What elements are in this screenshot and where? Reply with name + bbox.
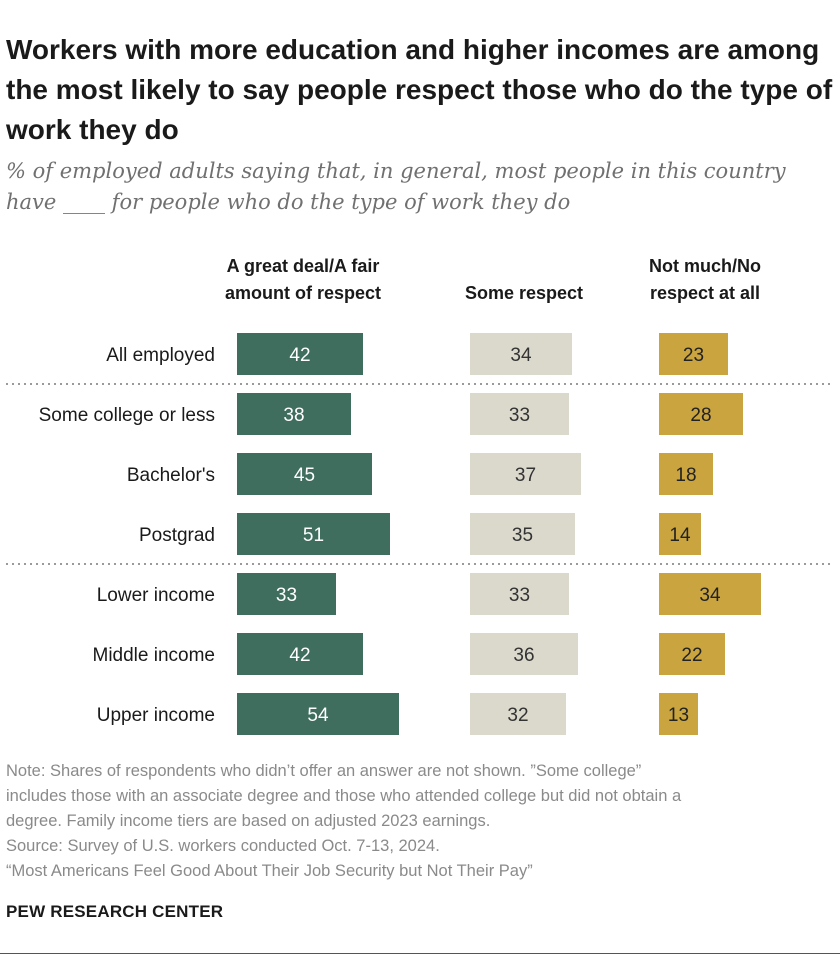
- notes-block: Note: Shares of respondents who didn’t o…: [6, 759, 838, 884]
- row-label: Some college or less: [39, 405, 215, 426]
- bar-value-label: 18: [675, 465, 696, 486]
- row-label: All employed: [106, 345, 215, 366]
- bar-value-label: 32: [507, 705, 528, 726]
- bar-value-label: 33: [276, 585, 297, 606]
- row-label: Postgrad: [139, 525, 215, 546]
- bar: [237, 513, 390, 555]
- chart-subtitle: % of employed adults saying that, in gen…: [6, 156, 826, 218]
- column-header: Some respect: [465, 283, 583, 303]
- column-header: Not much/No: [649, 256, 761, 276]
- note-line: degree. Family income tiers are based on…: [6, 812, 491, 830]
- bar-value-label: 22: [681, 645, 702, 666]
- pew-logo-text: PEW RESEARCH CENTER: [6, 902, 224, 921]
- note-line: includes those with an associate degree …: [6, 787, 682, 805]
- bar-value-label: 36: [513, 645, 534, 666]
- bar: [470, 513, 575, 555]
- bar: [470, 453, 581, 495]
- bar-value-label: 42: [289, 645, 310, 666]
- bar: [470, 633, 578, 675]
- bar: [659, 393, 743, 435]
- bar: [659, 693, 698, 735]
- bar-value-label: 23: [683, 345, 704, 366]
- bar-value-label: 33: [509, 585, 530, 606]
- bar-value-label: 33: [509, 405, 530, 426]
- bar-value-label: 34: [510, 345, 532, 366]
- bar: [470, 573, 569, 615]
- row-label: Lower income: [97, 585, 215, 606]
- bar-value-label: 45: [294, 465, 315, 486]
- bar: [659, 573, 761, 615]
- bar: [470, 393, 569, 435]
- footer-rule: [0, 953, 840, 954]
- row-label: Upper income: [97, 705, 215, 726]
- bar-value-label: 35: [512, 525, 533, 546]
- chart-title: Workers with more education and higher i…: [6, 34, 833, 145]
- bar: [470, 333, 572, 375]
- bar: [237, 453, 372, 495]
- note-line: Note: Shares of respondents who didn’t o…: [6, 762, 642, 780]
- bar-value-label: 28: [690, 405, 711, 426]
- bar: [237, 573, 336, 615]
- bar-value-label: 42: [289, 345, 310, 366]
- report-title-line: “Most Americans Feel Good About Their Jo…: [6, 862, 533, 880]
- bar-value-label: 38: [283, 405, 304, 426]
- subtitle-line: % of employed adults saying that, in gen…: [6, 159, 786, 183]
- bar: [659, 513, 701, 555]
- bar-value-label: 14: [669, 525, 691, 546]
- bar: [237, 333, 363, 375]
- bar: [237, 693, 399, 735]
- bar: [237, 393, 351, 435]
- subtitle-line: have ____ for people who do the type of …: [6, 190, 571, 214]
- bar-chart: A great deal/A fair amount of respect Some…: [6, 256, 832, 735]
- bar: [470, 693, 566, 735]
- bar-value-label: 37: [515, 465, 536, 486]
- bar: [659, 453, 713, 495]
- source-line: Source: Survey of U.S. workers conducted…: [6, 837, 440, 855]
- bar-value-label: 54: [307, 705, 329, 726]
- bar: [237, 633, 363, 675]
- bar: [659, 633, 725, 675]
- row-label: Bachelor's: [127, 465, 215, 486]
- row-label: Middle income: [93, 645, 216, 666]
- column-header: amount of respect: [225, 283, 381, 303]
- bar: [659, 333, 728, 375]
- column-header: respect at all: [650, 283, 760, 303]
- bar-value-label: 34: [699, 585, 721, 606]
- column-header: A great deal/A fair: [227, 256, 380, 276]
- bar-value-label: 13: [668, 705, 689, 726]
- bar-value-label: 51: [303, 525, 324, 546]
